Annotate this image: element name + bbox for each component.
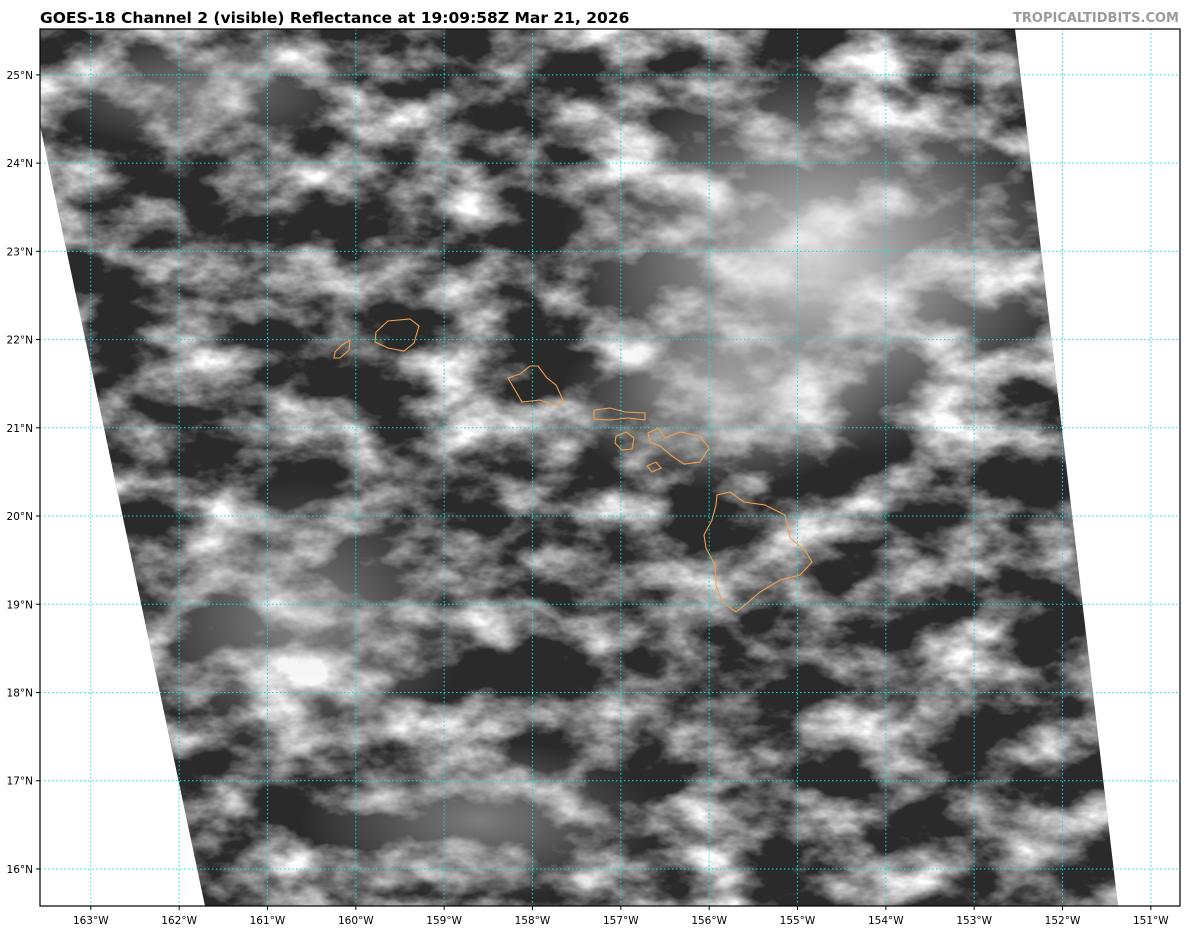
island-hawaii xyxy=(703,491,813,613)
axis-ticks: 163°W 162°W 161°W 160°W 159°W 158°W 157°W 156°W… xyxy=(7,70,1170,927)
island-oahu xyxy=(507,365,565,406)
lat-tick-label: 22°N xyxy=(7,335,33,347)
lat-tick-label: 21°N xyxy=(7,423,33,435)
watermark: TROPICALTIDBITS.COM xyxy=(1013,11,1179,26)
island-niihau xyxy=(333,338,351,359)
lat-tick-label: 19°N xyxy=(7,599,33,611)
map-frame xyxy=(39,28,1181,907)
lon-tick-label: 153°W xyxy=(956,915,992,927)
lat-tick-label: 25°N xyxy=(7,70,33,82)
lat-tick-label: 24°N xyxy=(7,158,33,170)
lon-tick-label: 159°W xyxy=(426,915,462,927)
island-molokai xyxy=(593,407,646,421)
map-title: GOES-18 Channel 2 (visible) Reflectance … xyxy=(40,9,630,27)
visible-imagery xyxy=(40,29,1118,906)
lon-tick-label: 157°W xyxy=(603,915,639,927)
lat-tick-label: 18°N xyxy=(7,687,33,699)
lon-tick-label: 156°W xyxy=(691,915,727,927)
coastlines xyxy=(333,318,813,613)
lon-tick-label: 162°W xyxy=(161,915,197,927)
lon-tick-label: 161°W xyxy=(250,915,286,927)
lat-tick-label: 16°N xyxy=(7,864,33,876)
island-maui xyxy=(647,427,710,465)
island-lanai xyxy=(614,431,635,451)
lon-tick-label: 152°W xyxy=(1045,915,1081,927)
lon-tick-label: 151°W xyxy=(1133,915,1169,927)
lat-tick-label: 23°N xyxy=(7,246,33,258)
island-kauai xyxy=(374,318,420,352)
lon-tick-label: 155°W xyxy=(780,915,816,927)
lon-tick-label: 154°W xyxy=(868,915,904,927)
lat-tick-label: 17°N xyxy=(7,776,33,788)
lon-tick-label: 160°W xyxy=(338,915,374,927)
island-kahoolawe xyxy=(646,461,662,473)
lon-tick-label: 163°W xyxy=(73,915,109,927)
lon-tick-label: 158°W xyxy=(515,915,551,927)
lat-tick-label: 20°N xyxy=(7,511,33,523)
